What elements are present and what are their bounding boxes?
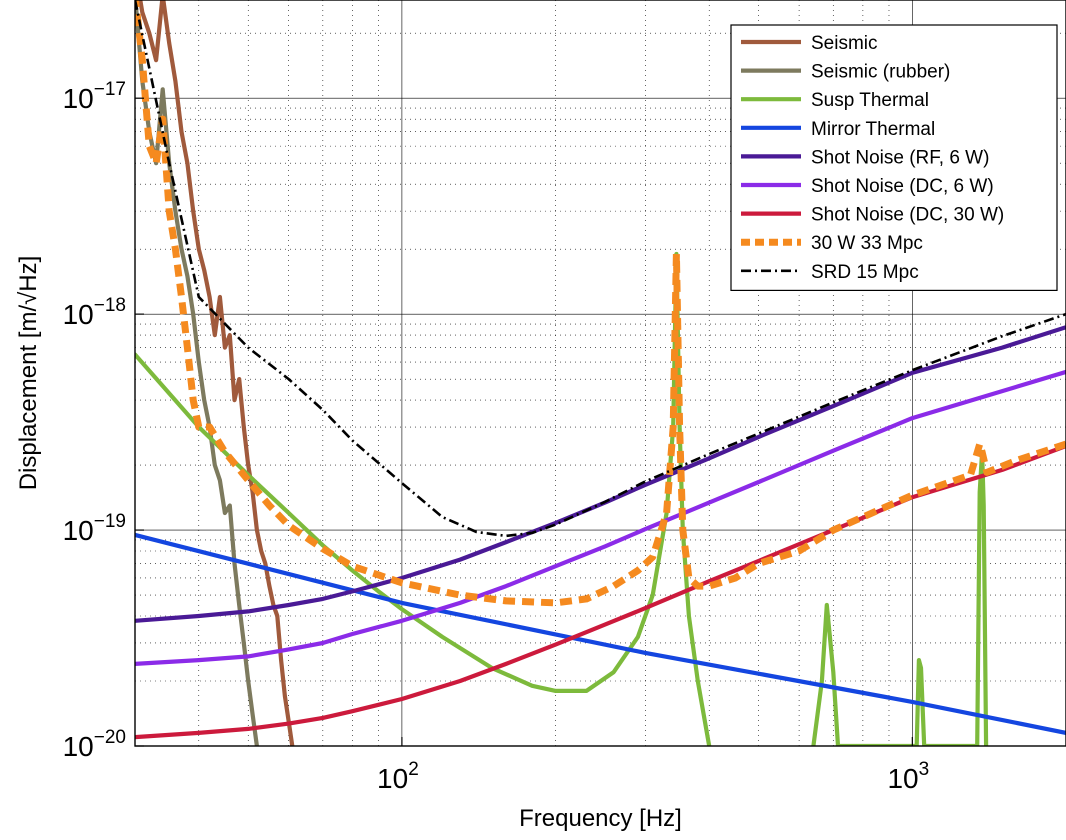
series-line-shot-noise-dc-6-w bbox=[135, 369, 1066, 667]
legend-label: Shot Noise (DC, 30 W) bbox=[811, 205, 1004, 226]
x-tick-label: 103 bbox=[887, 759, 929, 794]
y-axis-label: Displacement [m/√Hz] bbox=[15, 256, 42, 491]
legend-label: Mirror Thermal bbox=[811, 119, 935, 140]
series-line-susp-thermal-upper-modes bbox=[811, 449, 989, 746]
series-line-susp-thermal bbox=[135, 251, 712, 746]
x-tick-label: 102 bbox=[377, 759, 419, 794]
axes: 102 103 10−20 10−19 10−18 10−17 Frequency [Hz]… bbox=[15, 0, 1066, 832]
series-group bbox=[135, 0, 1066, 746]
series-line-seismic bbox=[138, 0, 295, 746]
series-line-30-w-33-mpc bbox=[135, 0, 1066, 607]
legend-label: Seismic (rubber) bbox=[811, 62, 950, 83]
series-line-shot-noise-dc-30-w bbox=[135, 443, 1066, 740]
series-line-mirror-thermal bbox=[135, 532, 1066, 736]
legend-label: Seismic bbox=[811, 33, 878, 54]
plot-frame bbox=[134, 0, 1066, 747]
legend-label: Shot Noise (RF, 6 W) bbox=[811, 147, 989, 168]
legend: Seismic Seismic (rubber) Susp Thermal Mirro… bbox=[730, 24, 1058, 291]
legend-label: SRD 15 Mpc bbox=[811, 262, 919, 283]
series-line-shot-noise-rf-6-w bbox=[135, 325, 1066, 623]
x-axis-label: Frequency [Hz] bbox=[519, 805, 682, 832]
series-line-srd-15-mpc bbox=[135, 0, 1066, 538]
legend-label: Shot Noise (DC, 6 W) bbox=[811, 176, 994, 197]
y-tick-label: 10−17 bbox=[63, 79, 126, 114]
legend-label: Susp Thermal bbox=[811, 90, 929, 111]
y-tick-label: 10−19 bbox=[63, 511, 126, 546]
legend-label: 30 W 33 Mpc bbox=[811, 233, 923, 254]
y-tick-label: 10−20 bbox=[63, 727, 126, 762]
y-tick-label: 10−18 bbox=[63, 295, 126, 330]
series-line-seismic-rubber bbox=[135, 0, 259, 746]
